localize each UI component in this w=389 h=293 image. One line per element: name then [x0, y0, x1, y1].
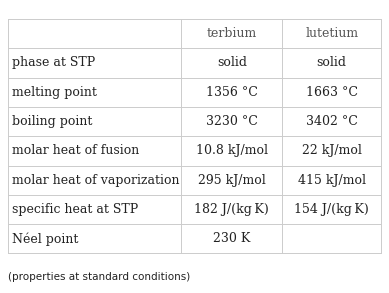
- Text: 295 kJ/mol: 295 kJ/mol: [198, 174, 266, 187]
- Text: 154 J/(kg K): 154 J/(kg K): [294, 203, 369, 216]
- Text: (properties at standard conditions): (properties at standard conditions): [8, 272, 190, 282]
- Text: terbium: terbium: [207, 27, 257, 40]
- Text: Néel point: Néel point: [12, 232, 79, 246]
- Text: 3402 °C: 3402 °C: [306, 115, 357, 128]
- Text: 230 K: 230 K: [213, 232, 251, 245]
- Text: lutetium: lutetium: [305, 27, 358, 40]
- Text: melting point: melting point: [12, 86, 97, 99]
- Text: specific heat at STP: specific heat at STP: [12, 203, 139, 216]
- Text: 10.8 kJ/mol: 10.8 kJ/mol: [196, 144, 268, 157]
- Text: phase at STP: phase at STP: [12, 57, 96, 69]
- Text: 1663 °C: 1663 °C: [306, 86, 358, 99]
- Text: 1356 °C: 1356 °C: [206, 86, 258, 99]
- Text: solid: solid: [217, 57, 247, 69]
- Text: molar heat of vaporization: molar heat of vaporization: [12, 174, 180, 187]
- Text: 22 kJ/mol: 22 kJ/mol: [302, 144, 362, 157]
- Text: 3230 °C: 3230 °C: [206, 115, 258, 128]
- Text: solid: solid: [317, 57, 347, 69]
- Text: 182 J/(kg K): 182 J/(kg K): [194, 203, 269, 216]
- Text: molar heat of fusion: molar heat of fusion: [12, 144, 140, 157]
- Text: boiling point: boiling point: [12, 115, 93, 128]
- Text: 415 kJ/mol: 415 kJ/mol: [298, 174, 366, 187]
